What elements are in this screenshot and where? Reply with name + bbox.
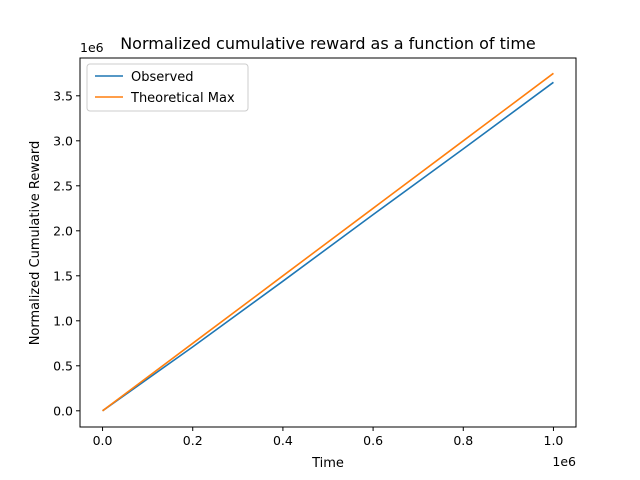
x-axis-label: Time	[311, 456, 344, 471]
y-tick-label: 2.5	[53, 178, 73, 193]
y-axis-offset-label: 1e6	[80, 40, 104, 55]
y-tick-label: 1.5	[53, 268, 73, 283]
plot-area	[79, 57, 577, 428]
plot-frame	[79, 57, 577, 428]
legend-box	[86, 63, 249, 112]
y-tick-label: 3.0	[53, 133, 73, 148]
x-axis-ticks: 0.0 0.2 0.4 0.6 0.8 1.0	[93, 427, 564, 448]
x-axis-offset-label: 1e6	[552, 454, 576, 469]
series-lines	[102, 72, 554, 412]
x-tick-label: 0.4	[273, 433, 293, 448]
series-line-observed	[102, 81, 554, 412]
x-tick-label: 0.0	[93, 433, 113, 448]
x-tick-label: 0.8	[453, 433, 473, 448]
x-tick-label: 1.0	[544, 433, 564, 448]
y-axis-label: Normalized Cumulative Reward	[28, 141, 43, 346]
legend: Observed Theoretical Max	[86, 63, 249, 112]
x-tick-label: 0.6	[363, 433, 383, 448]
y-tick-label: 0.5	[53, 358, 73, 373]
y-axis-ticks: 0.0 0.5 1.0 1.5 2.0 2.5 3.0 3.5	[53, 88, 80, 418]
legend-label-theoretical-max: Theoretical Max	[130, 91, 235, 106]
chart-title: Normalized cumulative reward as a functi…	[120, 34, 536, 53]
x-tick-label: 0.2	[183, 433, 203, 448]
y-tick-label: 2.0	[53, 223, 73, 238]
legend-label-observed: Observed	[131, 70, 194, 85]
y-tick-label: 1.0	[53, 313, 73, 328]
y-tick-label: 3.5	[53, 88, 73, 103]
series-line-theoretical-max	[102, 72, 554, 412]
y-tick-label: 0.0	[53, 403, 73, 418]
